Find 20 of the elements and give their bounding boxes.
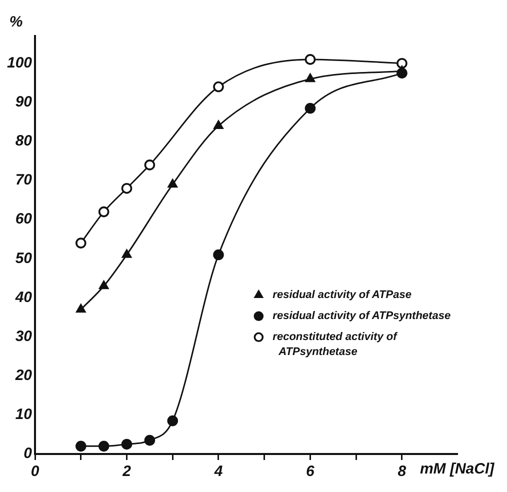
- x-tick-label: 2: [122, 463, 132, 480]
- y-tick-label: 10: [15, 406, 33, 424]
- y-tick-label: 40: [14, 288, 33, 306]
- legend-label: reconstituted activity of ATPsynthetase: [272, 331, 398, 358]
- x-axis-title: mM [NaCl]: [420, 460, 496, 478]
- y-tick-label: 50: [15, 250, 33, 267]
- y-tick-label: 70: [15, 172, 33, 189]
- y-tick-label: 80: [15, 132, 33, 150]
- y-axis-title: %: [9, 14, 23, 31]
- y-tick-label: 20: [14, 367, 33, 384]
- y-tick-label: 0: [24, 445, 33, 462]
- legend-label: residual activity of ATPase: [272, 289, 412, 302]
- x-tick-label: 6: [306, 463, 316, 480]
- y-tick-label: 100: [6, 54, 33, 72]
- y-tick-label: 30: [15, 328, 33, 345]
- y-tick-label: 60: [15, 210, 33, 228]
- y-tick-label: 90: [15, 94, 33, 111]
- x-tick-label: 4: [213, 463, 224, 480]
- legend-label: residual activity of ATPsynthetase: [272, 310, 451, 322]
- x-tick-label: 8: [398, 463, 407, 480]
